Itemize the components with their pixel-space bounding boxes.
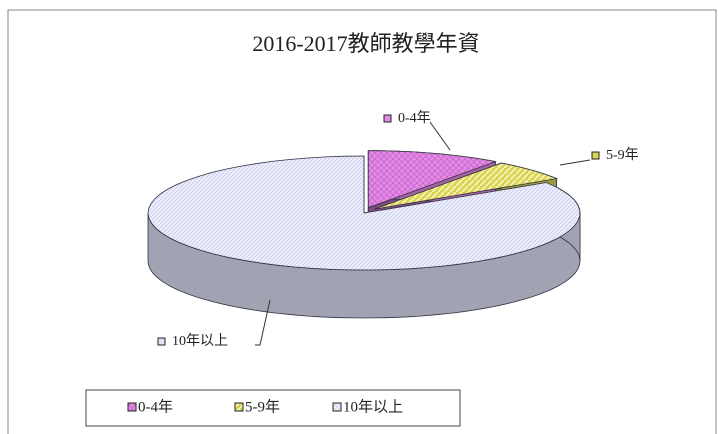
chart-title: 2016-2017教師教學年資 <box>252 31 479 56</box>
legend-label: 5-9年 <box>245 398 280 415</box>
label-swatch <box>383 114 392 123</box>
legend-label: 10年以上 <box>343 398 403 415</box>
slice <box>367 150 497 209</box>
data-label: 5-9年 <box>606 147 639 163</box>
legend-label: 0-4年 <box>138 398 173 415</box>
label-swatch <box>157 337 166 346</box>
slice <box>374 162 559 210</box>
legend-swatch <box>234 402 244 412</box>
data-label: 10年以上 <box>172 333 228 349</box>
data-label: 0-4年 <box>398 110 431 126</box>
label-swatch <box>591 151 600 160</box>
leader-line <box>559 159 591 166</box>
leader-line <box>429 121 451 151</box>
legend-swatch <box>332 402 342 412</box>
legend-box <box>85 389 461 427</box>
legend-swatch <box>127 402 137 412</box>
leader-line <box>255 299 271 346</box>
slice <box>147 155 581 271</box>
